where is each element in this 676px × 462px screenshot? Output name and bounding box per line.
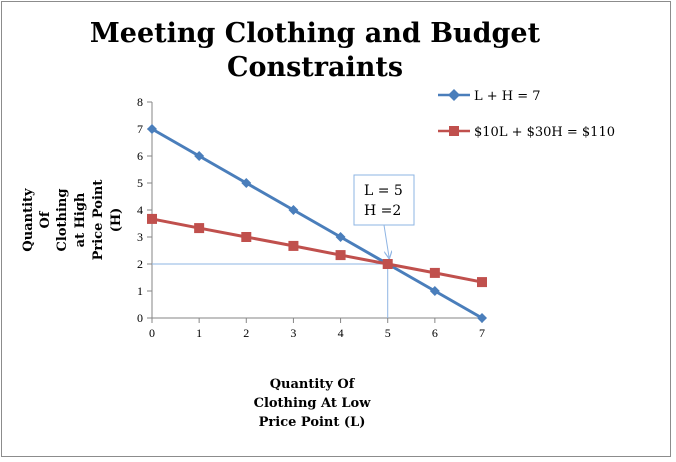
series-line-2 [151,217,483,284]
y-axis-title-line-4: at High [73,192,88,247]
y-axis-title-line-2: Of [38,210,53,228]
legend-marker-diamond [448,89,460,101]
data-point-square [335,250,346,261]
x-tick-label: 2 [243,326,249,340]
intersection-callout: L = 5 H =2 [353,174,415,257]
chart-title-line-1: Meeting Clothing and Budget [90,18,541,49]
legend-label-series-1: L + H = 7 [474,89,541,104]
y-tick-label: 5 [137,176,143,190]
x-axis-title-line-2: Clothing At Low [254,396,372,411]
callout-line-1: L = 5 [364,183,403,199]
data-point-square [288,240,299,251]
data-point-square [382,259,393,269]
data-point-diamond [147,124,157,134]
legend-label-series-2: $10L + $30H = $110 [474,125,615,140]
y-tick-label: 4 [137,203,143,217]
legend-marker-square [449,126,459,136]
x-axis-title-line-3: Price Point (L) [259,415,366,430]
data-point-square [194,223,205,234]
callout-box [353,174,415,226]
y-tick-label: 7 [137,122,143,136]
callout-arrow [383,224,389,257]
y-tick-label: 3 [137,230,143,244]
line-chart: Meeting Clothing and Budget Constraints … [21,18,615,430]
data-point-square [429,267,440,278]
callout-line-2: H =2 [364,203,401,219]
legend-item-series-1: L + H = 7 [438,89,541,104]
data-point-diamond [335,232,346,242]
x-tick-label: 0 [149,326,155,340]
data-point-diamond [288,205,299,215]
chart-title-line-2: Constraints [227,52,403,83]
data-point-diamond [477,313,487,323]
y-axis-title-line-1: Quantity [21,188,36,252]
x-tick-label: 7 [479,326,485,340]
series-line-1 [151,127,483,320]
x-axis-title-line-1: Quantity Of [270,377,356,392]
y-tick-label: 2 [137,257,143,271]
data-point-square [477,277,487,288]
y-axis-title: Quantity [21,188,36,252]
data-point-diamond [429,286,440,296]
data-point-diamond [241,178,252,188]
y-tick-label: 6 [137,149,143,163]
y-axis-title-line-3: Clothing [55,189,70,252]
legend-item-series-2: $10L + $30H = $110 [438,125,615,140]
data-point-diamond [194,151,205,161]
y-axis-title-line-5: Price Point [91,180,106,261]
axes: 0 1 2 3 4 5 6 7 8 0 1 2 3 4 5 6 7 [137,95,485,340]
x-tick-label: 6 [432,326,438,340]
chart-frame: Meeting Clothing and Budget Constraints … [1,1,671,457]
y-tick-label: 8 [137,95,143,109]
data-point-square [241,232,252,242]
guide-lines [152,263,389,318]
x-tick-label: 4 [338,326,344,340]
y-axis-title-line-6: (H) [109,208,124,233]
legend: L + H = 7 $10L + $30H = $110 [438,89,615,140]
y-tick-label: 1 [137,284,143,298]
x-tick-label: 1 [196,326,202,340]
data-point-square [147,213,157,224]
y-tick-label: 0 [137,311,143,325]
x-tick-label: 5 [385,326,391,340]
plot-area [147,124,487,323]
x-tick-label: 3 [290,326,296,340]
